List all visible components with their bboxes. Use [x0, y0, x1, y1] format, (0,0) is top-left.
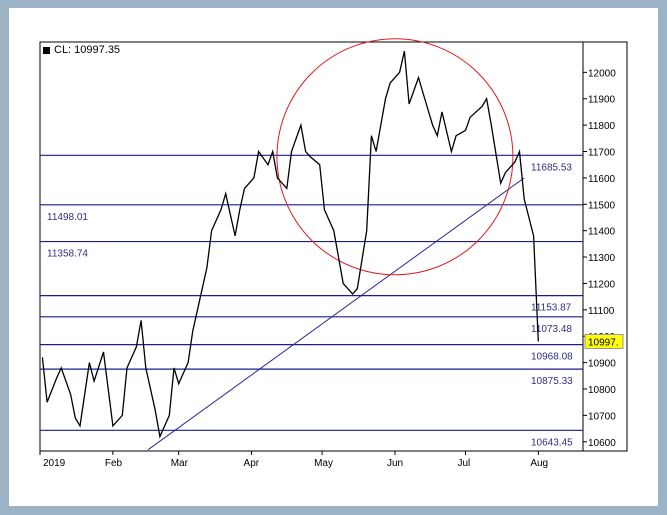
- chart-panel: [39, 41, 628, 471]
- chart-title-text: CL: 10997.35: [54, 44, 121, 56]
- y-tick-label: 11900: [588, 95, 616, 106]
- y-tick-label: 11600: [588, 174, 616, 185]
- y-tick-label: 11200: [588, 279, 616, 290]
- y-tick-label: 10600: [588, 438, 616, 449]
- level-label: 11358.74: [47, 249, 88, 260]
- highlight-circle: [276, 38, 514, 276]
- y-tick-label: 11300: [588, 253, 616, 264]
- level-label: 11498.01: [47, 212, 88, 223]
- x-tick-label: Aug: [530, 458, 548, 469]
- x-tick-label: Apr: [244, 458, 260, 469]
- price-series-line: [41, 51, 539, 439]
- level-label: 10643.45: [531, 437, 573, 448]
- y-tick-label: 11800: [588, 121, 616, 132]
- x-tick-label: Feb: [105, 458, 123, 469]
- y-tick-label: 11100: [588, 306, 615, 317]
- trend-line: [147, 177, 525, 451]
- y-tick-label: 11400: [588, 227, 616, 238]
- y-tick-label: 12000: [588, 68, 616, 79]
- x-tick-label: Mar: [171, 458, 189, 469]
- y-tick-label: 10800: [588, 385, 616, 396]
- y-tick-label: 11500: [588, 200, 616, 211]
- series-swatch-icon: [43, 46, 50, 54]
- x-tick-label: 2019: [43, 458, 66, 469]
- level-label: 10968.08: [531, 352, 573, 363]
- level-label: 11073.48: [531, 324, 572, 335]
- level-label: 10875.33: [531, 376, 573, 387]
- level-label: 11153.87: [531, 303, 572, 314]
- y-tick-label: 10900: [588, 359, 616, 370]
- plot-border: [39, 41, 628, 452]
- level-label: 11685.53: [531, 162, 572, 173]
- x-tick-label: Jul: [457, 458, 470, 469]
- y-tick-label: 10700: [588, 411, 616, 422]
- last-value-label: 10997.: [588, 337, 619, 348]
- last-value-badge: [584, 333, 624, 349]
- x-tick-label: May: [314, 458, 333, 469]
- chart-title: CL: 10997.35: [43, 44, 120, 56]
- x-tick-label: Jun: [387, 458, 403, 469]
- y-tick-label: 11700: [588, 148, 616, 159]
